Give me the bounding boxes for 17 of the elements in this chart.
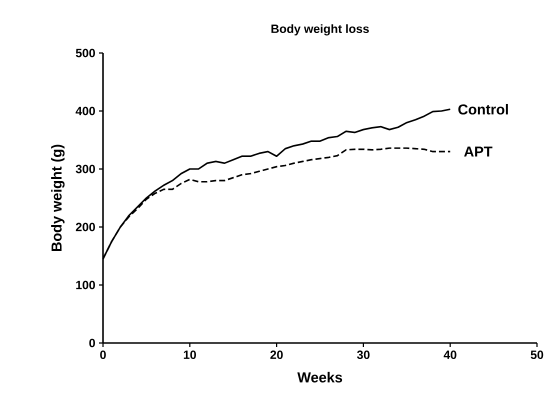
y-tick-label: 200 [76, 222, 95, 232]
y-axis-title: Body weight (g) [51, 144, 65, 252]
x-tick-label: 20 [270, 350, 283, 360]
chart-title: Body weight loss [271, 24, 369, 36]
x-tick-label: 30 [357, 350, 370, 360]
y-tick-label: 100 [76, 280, 95, 290]
y-tick-label: 400 [76, 106, 95, 116]
x-axis-title: Weeks [297, 372, 342, 382]
y-tick-label: 300 [76, 164, 95, 174]
x-tick-label: 50 [530, 350, 544, 360]
x-tick-label: 0 [100, 350, 106, 360]
y-tick-label: 0 [89, 338, 95, 348]
series-label: Control [458, 104, 508, 115]
x-tick-label: 10 [184, 350, 196, 360]
x-tick-label: 40 [444, 350, 456, 360]
series-label: APT [464, 146, 492, 157]
y-tick-label: 500 [76, 48, 95, 58]
